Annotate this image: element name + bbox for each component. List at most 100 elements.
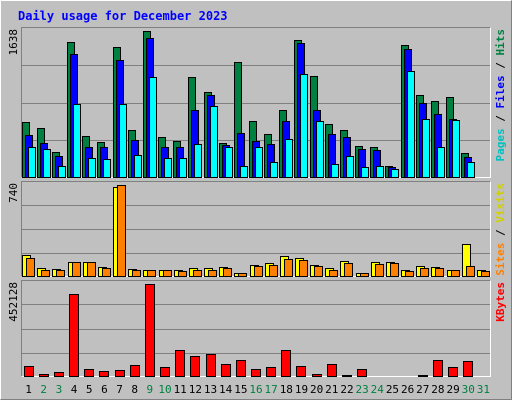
bar-kbytes-day-5 [84,369,94,377]
bar-kbytes-day-1 [24,366,34,377]
day-label-26: 26 [401,383,414,396]
bar-kbytes-day-23 [357,369,367,377]
day-label-21: 21 [325,383,338,396]
bar-sites-day-2 [41,270,50,277]
bar-sites-day-22 [344,263,353,277]
bar-kbytes-day-20 [312,374,322,377]
axis-label-pages: Pages [494,128,507,161]
bar-pages-day-24 [376,166,384,178]
bar-pages-day-12 [194,144,202,178]
chart-title: Daily usage for December 2023 [18,9,228,23]
bar-kbytes-day-12 [190,356,200,377]
axis-label-separator: / [494,109,507,129]
bar-pages-day-14 [225,147,233,178]
bar-kbytes-day-14 [221,364,231,377]
bar-sites-day-15 [238,273,247,277]
day-label-18: 18 [280,383,293,396]
plot-border-dark [21,181,491,277]
bar-sites-day-26 [405,271,414,277]
bar-kbytes-day-13 [206,354,216,377]
bar-pages-day-16 [255,147,263,178]
axis-label-kbytes: KBytes [494,282,507,322]
bar-pages-day-20 [316,121,324,178]
day-label-16: 16 [249,383,262,396]
day-label-1: 1 [25,383,32,396]
bar-kbytes-day-30 [463,361,473,377]
bar-pages-day-6 [103,159,111,178]
bar-kbytes-day-27 [418,375,428,377]
bar-pages-day-30 [467,162,475,178]
bar-sites-day-1 [26,258,35,277]
bar-pages-day-10 [164,158,172,178]
bar-kbytes-day-7 [115,370,125,377]
bar-sites-day-25 [390,263,399,277]
bar-pages-day-5 [88,158,96,178]
day-label-11: 11 [174,383,187,396]
day-label-7: 7 [116,383,123,396]
bar-sites-day-24 [375,264,384,277]
bar-sites-day-27 [420,268,429,277]
bar-pages-day-25 [391,169,399,178]
bar-sites-day-20 [314,266,323,277]
panel-kbytes: 452128 KBytes [7,280,507,377]
axis-label-sites: Sites [494,243,507,276]
day-label-23: 23 [356,383,369,396]
bar-pages-day-17 [270,162,278,178]
bar-kbytes-day-11 [175,350,185,377]
bar-sites-day-9 [147,270,156,277]
bar-pages-day-28 [437,147,445,178]
day-label-9: 9 [147,383,154,396]
panel-visits-sites: 740 Sites / Visits [7,181,507,277]
day-label-4: 4 [71,383,78,396]
bar-sites-day-31 [481,271,490,277]
bar-sites-day-14 [223,268,232,277]
bar-pages-day-26 [407,71,415,178]
plot-area [21,280,491,377]
day-label-25: 25 [386,383,399,396]
chart-panels: 1638 Pages / Files / Hits 740 Sites / Visit… [7,27,507,377]
bar-kbytes-day-2 [39,374,49,377]
day-label-31: 31 [477,383,490,396]
bar-pages-day-4 [73,104,81,178]
bar-kbytes-day-18 [281,350,291,377]
bar-sites-day-4 [72,262,81,277]
axis-label-hits: Hits [494,29,507,56]
bar-sites-day-19 [299,260,308,277]
bar-pages-day-29 [452,120,460,178]
panel-hits-files-pages: 1638 Pages / Files / Hits [7,27,507,178]
series-axis-labels: Sites / Visits [494,183,507,276]
day-label-17: 17 [265,383,278,396]
plot-border-dark [21,280,491,377]
bar-pages-day-7 [119,104,127,178]
bar-sites-day-28 [435,268,444,277]
bar-kbytes-day-6 [99,371,109,377]
bar-pages-day-3 [58,166,66,178]
bar-sites-day-30 [466,266,475,277]
series-axis-labels: KBytes [494,282,507,322]
bar-kbytes-day-10 [160,367,170,377]
bar-sites-day-8 [132,270,141,277]
bar-pages-day-8 [134,155,142,178]
day-label-3: 3 [56,383,63,396]
bar-kbytes-day-29 [448,367,458,377]
bar-pages-day-23 [361,167,369,178]
bar-kbytes-day-28 [433,360,443,377]
day-label-22: 22 [340,383,353,396]
bar-kbytes-day-8 [130,365,140,377]
axis-label-separator: / [494,223,507,243]
day-label-27: 27 [416,383,429,396]
bar-pages-day-11 [179,158,187,178]
bar-kbytes-day-17 [266,367,276,377]
bar-sites-day-29 [451,270,460,277]
bar-kbytes-day-21 [327,364,337,377]
bar-kbytes-day-19 [296,366,306,377]
bar-sites-day-13 [208,270,217,277]
day-label-5: 5 [86,383,93,396]
day-label-20: 20 [310,383,323,396]
bar-sites-day-3 [56,270,65,277]
day-label-6: 6 [101,383,108,396]
day-label-12: 12 [189,383,202,396]
day-label-2: 2 [40,383,47,396]
day-label-10: 10 [158,383,171,396]
